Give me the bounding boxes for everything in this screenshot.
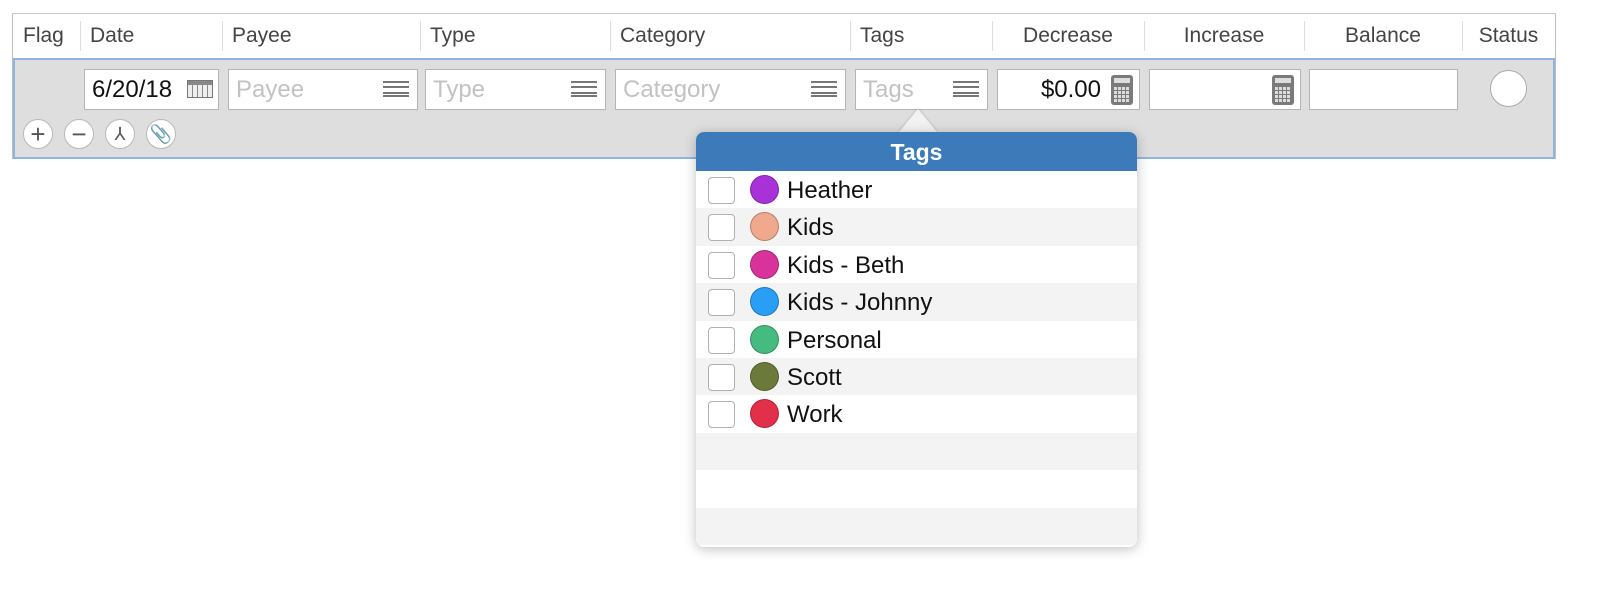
tag-item[interactable]: Work [696, 395, 1137, 432]
increase-field[interactable] [1149, 69, 1301, 110]
tag-color-icon [750, 212, 779, 242]
tag-color-icon [750, 399, 779, 429]
tag-label: Personal [787, 326, 882, 354]
add-button[interactable]: + [23, 119, 53, 149]
tag-label: Heather [787, 177, 873, 204]
calculator-icon[interactable] [1272, 75, 1294, 105]
list-icon[interactable] [383, 81, 409, 97]
header-type[interactable]: Type [430, 24, 476, 47]
category-field[interactable]: Category [615, 69, 846, 110]
calendar-icon[interactable] [187, 80, 213, 98]
tag-checkbox[interactable] [708, 177, 735, 204]
register-table: Flag Date Payee Type Category Tags Decre… [12, 13, 1556, 159]
remove-button[interactable]: − [64, 119, 94, 149]
list-icon[interactable] [811, 81, 837, 97]
payee-field[interactable]: Payee [228, 69, 418, 110]
edit-row: 6/20/18 Payee Type Category Tags $0.00 +… [13, 58, 1555, 159]
split-button[interactable]: ⅄ [105, 119, 135, 149]
calculator-icon[interactable] [1111, 75, 1133, 105]
balance-field[interactable] [1309, 69, 1458, 110]
tag-checkbox[interactable] [708, 363, 735, 391]
empty-row [696, 507, 1137, 545]
tag-label: Kids - Beth [787, 251, 905, 279]
tag-color-icon [750, 324, 779, 354]
header-payee[interactable]: Payee [232, 24, 292, 47]
tag-label: Kids [787, 214, 834, 242]
tag-color-icon [750, 249, 779, 279]
empty-row [696, 470, 1137, 507]
header-increase[interactable]: Increase [1183, 24, 1265, 47]
tag-color-icon [750, 287, 779, 317]
tag-item[interactable]: Personal [696, 321, 1137, 358]
tag-item[interactable]: Kids - Johnny [696, 283, 1137, 321]
decrease-field[interactable]: $0.00 [997, 69, 1140, 110]
minus-icon: − [71, 119, 87, 149]
tags-field[interactable]: Tags [855, 69, 988, 110]
split-icon: ⅄ [114, 124, 126, 144]
tag-item[interactable]: Kids - Beth [696, 246, 1137, 283]
tag-checkbox[interactable] [708, 251, 735, 279]
tags-list: Heather Kids Kids - Beth Kids - Johnny Perso… [696, 171, 1137, 545]
tag-color-icon [750, 175, 779, 204]
header-flag[interactable]: Flag [23, 24, 64, 47]
type-field[interactable]: Type [425, 69, 606, 110]
tag-checkbox[interactable] [708, 289, 735, 317]
tag-checkbox[interactable] [708, 326, 735, 354]
status-toggle[interactable] [1490, 70, 1527, 107]
attach-button[interactable]: 📎 [146, 119, 176, 149]
tag-label: Scott [787, 363, 842, 391]
tag-item[interactable]: Kids [696, 208, 1137, 246]
tag-color-icon [750, 361, 779, 391]
plus-icon: + [30, 119, 46, 149]
tag-label: Kids - Johnny [787, 289, 933, 317]
header-category[interactable]: Category [620, 24, 706, 47]
header-balance[interactable]: Balance [1345, 24, 1421, 47]
header-decrease[interactable]: Decrease [1023, 24, 1113, 47]
popover-title: Tags [696, 132, 1137, 171]
empty-row [696, 432, 1137, 471]
header-tags[interactable]: Tags [860, 24, 905, 47]
column-header: Flag Date Payee Type Category Tags Decre… [13, 14, 1555, 57]
tag-label: Work [787, 401, 843, 429]
tag-checkbox[interactable] [708, 214, 735, 242]
list-icon[interactable] [953, 81, 979, 97]
tag-item[interactable]: Scott [696, 357, 1137, 396]
header-date[interactable]: Date [90, 24, 135, 47]
list-icon[interactable] [571, 81, 597, 97]
popover-arrow [898, 109, 938, 133]
date-field[interactable]: 6/20/18 [84, 69, 219, 110]
tag-item[interactable]: Heather [696, 171, 1137, 208]
tag-checkbox[interactable] [708, 401, 735, 429]
header-status[interactable]: Status [1478, 24, 1539, 47]
paperclip-icon: 📎 [149, 124, 173, 144]
tags-popover: Tags Heather Kids Kids - Beth Kids - Johnny… [696, 132, 1137, 547]
